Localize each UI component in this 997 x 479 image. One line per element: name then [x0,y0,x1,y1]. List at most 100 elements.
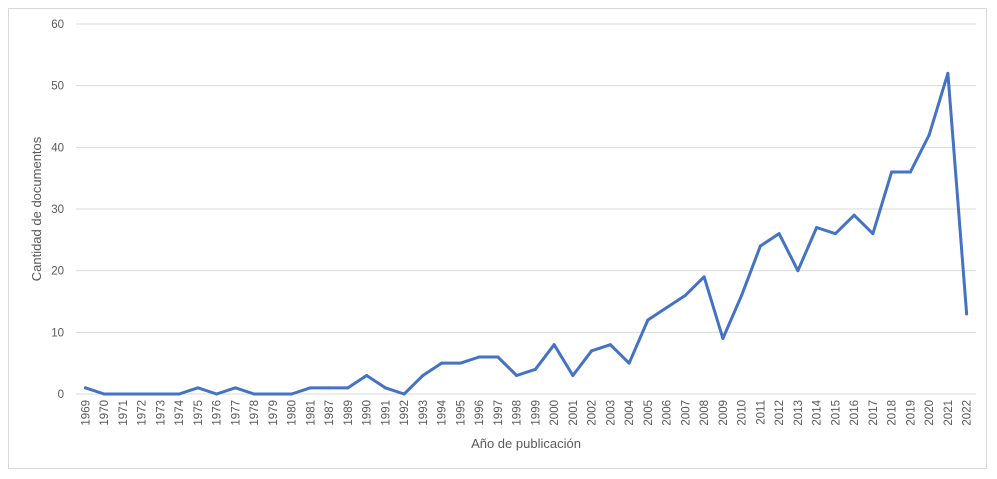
data-point [83,386,87,390]
y-tick-label: 50 [51,81,64,93]
data-point [683,293,687,297]
x-tick-label: 1975 [193,400,205,426]
data-point [365,374,369,377]
x-tick-label: 2006 [662,400,674,426]
x-tick-label: 1978 [249,400,261,426]
data-point [140,392,144,396]
data-point [177,392,181,396]
x-tick-label: 1998 [512,400,524,426]
data-point [252,392,256,396]
data-point [852,213,856,217]
x-tick-label: 1990 [362,400,374,426]
x-tick-label: 1980 [287,400,299,426]
data-point [290,392,294,396]
data-point [533,367,537,371]
x-tick-label: 2014 [812,399,824,425]
x-tick-label: 2002 [587,400,599,426]
x-tick-label: 2009 [718,400,730,426]
y-tick-label: 0 [58,389,64,401]
x-axis-title: Año de publicación [471,436,581,451]
data-point [477,355,481,359]
data-point [496,355,500,359]
data-point [421,374,425,377]
x-tick-label: 2010 [737,400,749,426]
x-tick-label: 2003 [605,400,617,426]
data-point [946,71,950,75]
data-point [571,374,575,377]
y-axis-title: Cantidad de documentos [29,136,44,281]
y-tick-label: 20 [51,266,64,278]
data-point [102,392,106,396]
x-tick-label: 2016 [849,400,861,426]
x-tick-label: 2017 [868,400,880,426]
data-point [627,361,631,365]
data-point [965,312,969,316]
x-tick-label: 1974 [174,399,186,425]
x-tick-label: 1970 [99,400,111,426]
y-tick-label: 40 [51,142,64,154]
x-tick-label: 2015 [830,400,842,426]
data-point [908,170,912,174]
data-point [458,361,462,365]
data-point [346,386,350,390]
data-point [796,269,800,273]
x-tick-labels: 1969 1970 1971 1972 1973 1974 1975 1976 1977 1978… [80,399,973,425]
x-tick-label: 2004 [624,399,636,425]
data-point [646,318,650,322]
x-tick-label: 1995 [455,400,467,426]
x-tick-label: 1981 [305,400,317,426]
data-point [233,386,237,390]
data-point [271,392,275,396]
x-tick-label: 2011 [755,400,767,425]
x-tick-label: 1999 [530,400,542,426]
x-tick-label: 2001 [568,400,580,426]
data-point [158,392,162,396]
x-tick-label: 1969 [80,400,92,426]
x-tick-label: 1991 [380,400,392,426]
x-tick-label: 2000 [549,400,561,426]
x-tick-label: 1971 [118,400,130,426]
x-tick-label: 1994 [437,399,449,425]
x-tick-label: 1989 [343,400,355,426]
data-point [608,343,612,347]
data-point [665,306,669,310]
x-tick-label: 1973 [155,400,167,426]
data-point [871,232,875,236]
x-tick-label: 2005 [643,400,655,426]
data-point [740,293,744,297]
x-tick-label: 1972 [137,400,149,426]
x-tick-label: 1976 [212,400,224,426]
data-point [308,386,312,390]
data-point [440,361,444,365]
x-tick-label: 1979 [268,400,280,426]
y-tick-label: 60 [51,19,64,31]
x-tick-label: 1993 [418,400,430,426]
data-point [327,386,331,390]
x-tick-label: 2013 [793,400,805,426]
data-point [196,386,200,390]
x-tick-label: 2007 [680,400,692,426]
data-point [590,349,594,353]
data-point [721,337,725,340]
series-line [83,71,969,396]
data-point [702,275,706,279]
x-tick-label: 1992 [399,400,411,426]
data-point [758,244,762,248]
x-tick-label: 2019 [905,400,917,426]
data-point [402,392,406,396]
data-point [927,133,931,137]
x-tick-label: 1987 [324,400,336,426]
data-point [215,392,219,396]
data-point [515,374,519,377]
x-tick-label: 2020 [924,400,936,426]
x-tick-label: 1997 [493,400,505,426]
data-point [121,392,125,396]
data-point [777,232,781,236]
x-tick-label: 1996 [474,400,486,426]
data-point [833,232,837,236]
data-point [552,343,556,347]
y-tick-label: 30 [51,204,64,216]
data-point [890,170,894,174]
x-tick-label: 2022 [962,400,974,426]
chart-frame [8,8,987,469]
